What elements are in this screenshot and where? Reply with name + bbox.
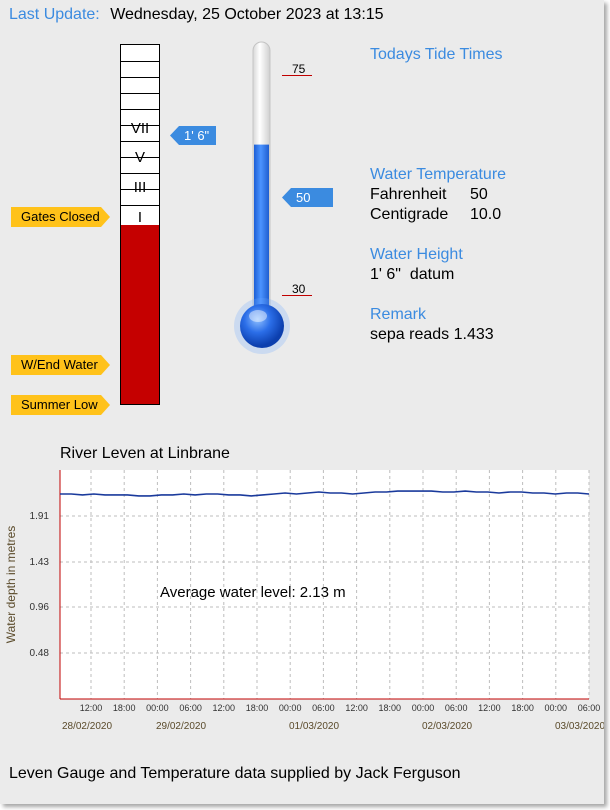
chart-x-time-tick: 12:00 xyxy=(345,703,368,713)
fahrenheit-row: Fahrenheit 50 xyxy=(370,186,488,204)
chart-x-date-tick: 29/02/2020 xyxy=(156,721,206,732)
remark-value: sepa reads 1.433 xyxy=(370,326,494,343)
thermometer-bulb-highlight xyxy=(249,310,267,322)
chart-plot-area xyxy=(60,470,589,699)
water-height-heading: Water Height xyxy=(370,246,463,263)
gauge-marker-vii: VII xyxy=(130,120,150,137)
chart-x-date-tick: 02/03/2020 xyxy=(422,721,472,732)
gauge-tick xyxy=(121,189,159,190)
thermo-scale-75: 75 xyxy=(292,62,306,76)
chart-x-time-tick: 06:00 xyxy=(445,703,468,713)
thermo-scale-30: 30 xyxy=(292,282,306,296)
gates-closed-tag: Gates Closed xyxy=(11,207,110,227)
gauge-level-pointer: 1' 6" xyxy=(170,126,216,145)
chart-x-time-tick: 18:00 xyxy=(246,703,269,713)
thermo-reading-pointer: 50 xyxy=(282,188,333,207)
chart-x-time-tick: 12:00 xyxy=(213,703,236,713)
fahrenheit-label: Fahrenheit xyxy=(370,186,447,203)
thermometer-bulb xyxy=(240,304,284,348)
chart-y-tick: 0.48 xyxy=(30,648,50,659)
gauge-tick xyxy=(121,77,159,78)
gauge-tick xyxy=(121,157,159,158)
chart-y-axis-label: Water depth in metres xyxy=(4,526,18,644)
thermo-scale-75-line xyxy=(282,75,312,76)
chart-x-time-tick: 00:00 xyxy=(279,703,302,713)
chart-x-time-tick: 00:00 xyxy=(146,703,169,713)
chart-title: River Leven at Linbrane xyxy=(60,445,230,462)
gauge-tick xyxy=(121,173,159,174)
chart-x-time-tick: 12:00 xyxy=(80,703,103,713)
centigrade-label: Centigrade xyxy=(370,206,449,223)
chart-y-tick: 1.43 xyxy=(30,557,50,568)
chart-series-line xyxy=(60,490,590,497)
gauge-tick xyxy=(121,141,159,142)
thermo-scale-30-line xyxy=(282,295,312,296)
chart-average-annotation: Average water level: 2.13 m xyxy=(160,584,346,601)
gauge-marker-i: I xyxy=(137,209,143,226)
centigrade-value: 10.0 xyxy=(470,206,502,223)
chart-x-time-tick: 18:00 xyxy=(511,703,534,713)
wend-water-tag: W/End Water xyxy=(11,355,110,375)
data-credit: Leven Gauge and Temperature data supplie… xyxy=(9,765,461,782)
water-thermometer xyxy=(234,41,290,354)
chart-x-time-tick: 18:00 xyxy=(379,703,402,713)
chart-x-time-tick: 00:00 xyxy=(412,703,435,713)
chart-y-tick: 0.96 xyxy=(30,602,50,613)
last-update-datetime: Wednesday, 25 October 2023 at 13:15 xyxy=(110,6,384,23)
gauge-tick xyxy=(121,61,159,62)
gauge-level-fill xyxy=(121,224,159,404)
chart-x-time-tick: 00:00 xyxy=(545,703,568,713)
chart-x-time-tick: 06:00 xyxy=(578,703,601,713)
thermometer-mercury xyxy=(254,144,269,328)
chart-x-date-tick: 03/03/2020 xyxy=(555,721,604,732)
chart-y-tick: 1.91 xyxy=(30,511,50,522)
river-level-gauge: VII V III I xyxy=(120,44,160,405)
tide-times-heading: Todays Tide Times xyxy=(370,46,503,63)
gauge-tick xyxy=(121,93,159,94)
gauge-tick xyxy=(121,125,159,126)
river-level-chart: 12:00 18:00 00:00 06:00 12:00 18:00 00:00 06:00… xyxy=(4,470,604,732)
remark-heading: Remark xyxy=(370,306,427,323)
fahrenheit-value: 50 xyxy=(470,186,488,203)
chart-x-date-tick: 01/03/2020 xyxy=(289,721,339,732)
last-update-label: Last Update: xyxy=(9,6,100,23)
chart-x-time-tick: 06:00 xyxy=(179,703,202,713)
gauge-tick xyxy=(121,205,159,206)
chart-x-time-tick: 18:00 xyxy=(113,703,136,713)
gauge-marker-iii: III xyxy=(133,179,147,196)
chart-x-time-tick: 12:00 xyxy=(478,703,501,713)
summer-low-tag: Summer Low xyxy=(11,395,110,415)
water-height-value: 1' 6" datum xyxy=(370,266,455,283)
gauge-tick xyxy=(121,109,159,110)
water-temperature-heading: Water Temperature xyxy=(370,166,507,183)
chart-x-time-tick: 06:00 xyxy=(312,703,335,713)
last-update: Last Update: Wednesday, 25 October 2023 … xyxy=(9,6,384,24)
gauge-marker-v: V xyxy=(134,149,145,166)
chart-x-date-tick: 28/02/2020 xyxy=(62,721,112,732)
centigrade-row: Centigrade 10.0 xyxy=(370,206,501,224)
